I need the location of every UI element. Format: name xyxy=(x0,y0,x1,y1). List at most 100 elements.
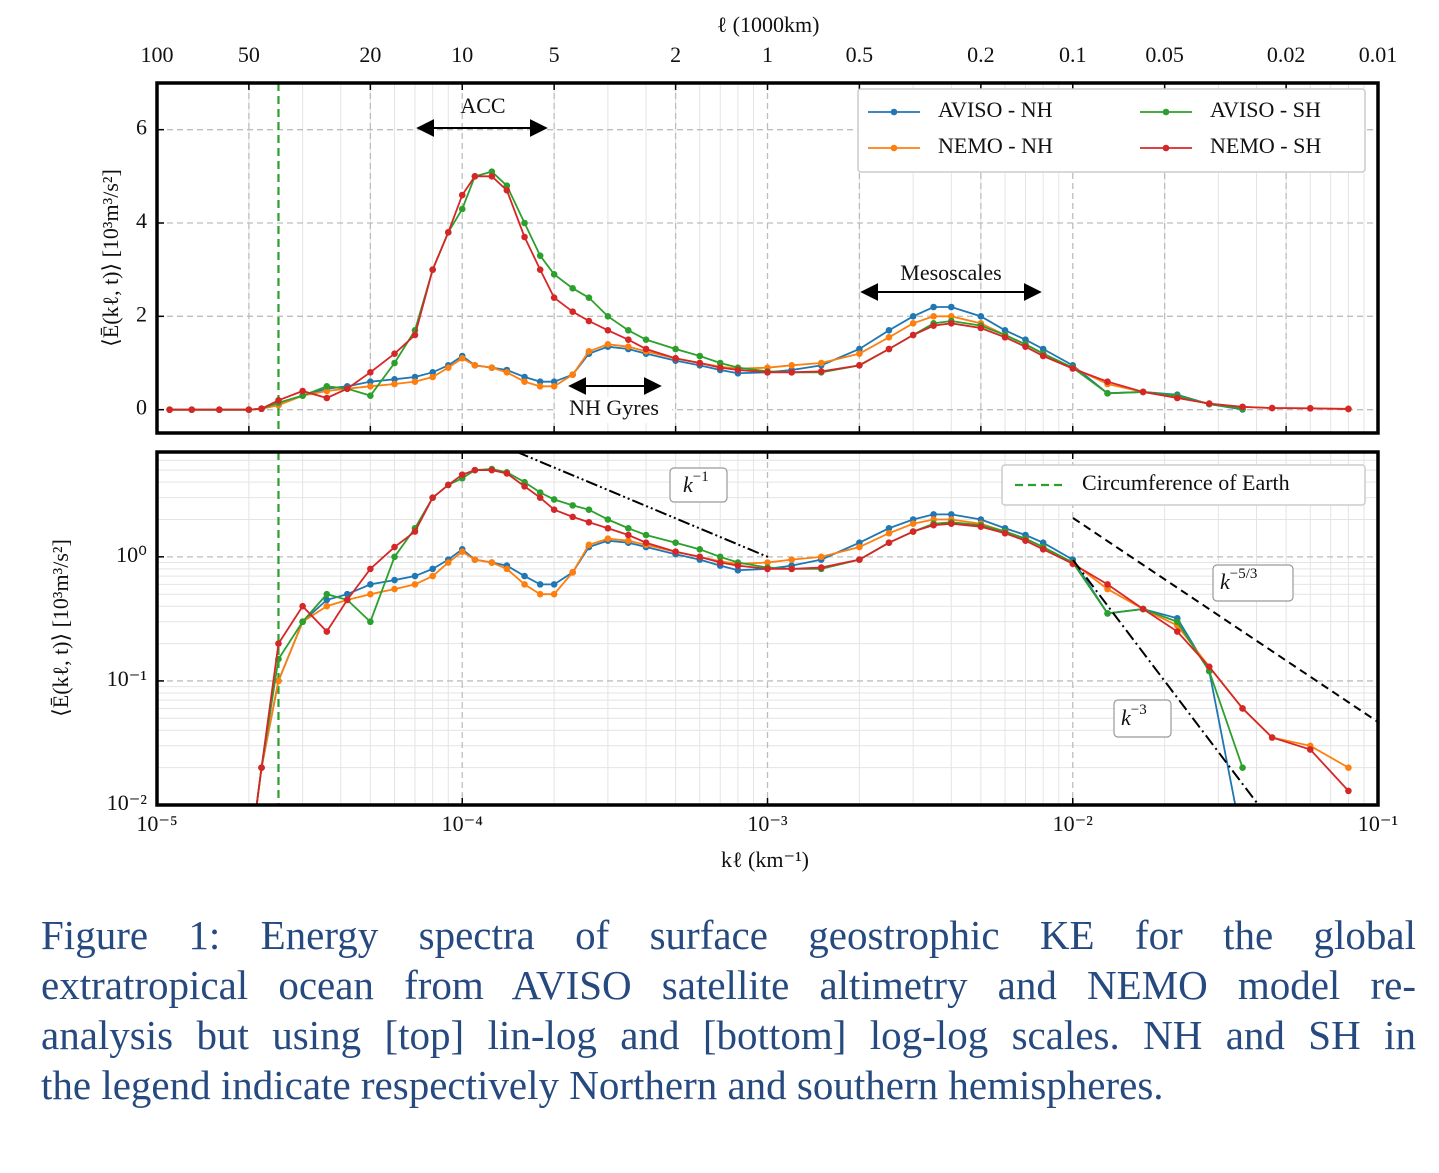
data-point xyxy=(1104,581,1111,588)
data-point xyxy=(788,556,795,563)
data-point xyxy=(696,553,704,561)
data-point xyxy=(471,556,479,563)
data-point xyxy=(444,229,452,236)
data-point xyxy=(411,378,419,385)
data-point xyxy=(1039,546,1047,553)
data-point xyxy=(1001,334,1009,341)
x2-tick-label: 0.02 xyxy=(1267,42,1306,67)
data-point xyxy=(1345,405,1352,413)
data-point xyxy=(1039,345,1047,353)
annotation: NH Gyres xyxy=(569,395,659,420)
data-point xyxy=(391,376,398,383)
data-point xyxy=(550,383,558,390)
data-point xyxy=(367,392,374,399)
data-point xyxy=(947,511,955,518)
data-point xyxy=(817,564,825,571)
data-point xyxy=(1001,327,1009,334)
data-point xyxy=(216,406,223,413)
data-point xyxy=(323,394,331,402)
data-point xyxy=(521,378,528,385)
data-point xyxy=(411,581,419,588)
data-point xyxy=(188,862,195,869)
data-point xyxy=(585,294,593,301)
data-point xyxy=(604,535,612,543)
data-point xyxy=(323,628,331,635)
data-point xyxy=(429,565,436,573)
data-point xyxy=(764,369,771,376)
data-point xyxy=(166,862,173,869)
data-point xyxy=(930,322,937,329)
data-point xyxy=(1022,336,1029,343)
data-point xyxy=(458,205,466,213)
data-point xyxy=(188,862,195,869)
data-point xyxy=(696,359,704,367)
data-point xyxy=(734,562,742,569)
data-point xyxy=(1239,839,1246,846)
data-point xyxy=(323,602,331,610)
data-point xyxy=(885,334,893,341)
data-point xyxy=(909,331,917,339)
data-point xyxy=(245,406,253,413)
data-point xyxy=(521,219,528,227)
x2-tick-label: 10 xyxy=(451,42,473,67)
data-point xyxy=(536,252,544,259)
data-point xyxy=(716,559,724,566)
data-point xyxy=(391,380,398,388)
data-point xyxy=(458,548,466,556)
data-point xyxy=(550,378,558,385)
x2-tick-label: 20 xyxy=(359,42,381,67)
data-point xyxy=(367,383,374,390)
data-point xyxy=(585,506,593,513)
data-point xyxy=(521,233,528,241)
data-point xyxy=(299,602,306,610)
data-point xyxy=(429,369,436,376)
data-point xyxy=(977,324,985,332)
data-point xyxy=(1205,400,1213,407)
data-point xyxy=(764,565,771,573)
caption-line: Figure 1: Energy spectra of surface geos… xyxy=(41,912,1416,958)
data-point xyxy=(604,327,612,334)
series-line xyxy=(255,468,1244,805)
legend-label: NEMO - SH xyxy=(1210,133,1321,158)
x-tick-label: 10⁻¹ xyxy=(1358,811,1398,836)
data-point xyxy=(275,640,282,647)
data-point xyxy=(604,313,612,320)
data-point xyxy=(696,352,704,360)
data-point xyxy=(885,345,893,353)
data-point xyxy=(411,373,419,381)
data-point xyxy=(625,336,632,343)
x2-tick-label: 2 xyxy=(670,42,681,67)
data-point xyxy=(246,862,253,869)
data-point xyxy=(429,373,436,381)
plot-frame xyxy=(155,450,1380,807)
data-point xyxy=(536,494,544,501)
data-point xyxy=(930,511,937,518)
data-point xyxy=(299,618,306,626)
data-point xyxy=(604,516,612,523)
data-point xyxy=(444,364,452,371)
data-point xyxy=(1001,529,1009,537)
data-point xyxy=(488,168,496,175)
data-point xyxy=(1345,787,1352,795)
data-point xyxy=(550,506,558,513)
reference-label: k−5/3 xyxy=(1220,566,1257,594)
data-point xyxy=(503,470,511,477)
data-point xyxy=(367,581,374,588)
data-point xyxy=(1306,405,1314,412)
data-point xyxy=(642,539,650,547)
data-point xyxy=(188,406,196,413)
legend-label: AVISO - NH xyxy=(938,97,1053,122)
data-point xyxy=(788,362,795,369)
data-point xyxy=(672,539,679,547)
x2-axis-label: ℓ (1000km) xyxy=(717,12,820,37)
data-point xyxy=(429,266,436,273)
data-point xyxy=(1022,537,1029,544)
x-tick-label: 10⁻² xyxy=(1053,811,1094,836)
x2-tick-label: 0.01 xyxy=(1359,42,1398,67)
data-point xyxy=(521,483,528,490)
data-point xyxy=(1173,618,1181,626)
data-point xyxy=(550,294,558,301)
data-point xyxy=(503,187,511,194)
x2-tick-label: 50 xyxy=(238,42,260,67)
data-point xyxy=(471,362,479,369)
